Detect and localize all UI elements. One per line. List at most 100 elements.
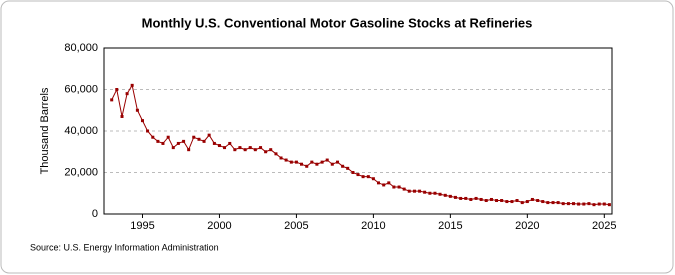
data-point — [300, 162, 304, 166]
data-point — [428, 191, 432, 195]
data-point — [433, 191, 437, 195]
data-point — [402, 187, 406, 191]
data-point — [336, 160, 340, 164]
data-point — [294, 160, 298, 164]
data-point — [397, 185, 401, 189]
data-point — [551, 201, 555, 205]
data-point — [156, 139, 160, 143]
data-point — [525, 200, 529, 204]
data-point — [412, 189, 416, 193]
data-point — [182, 139, 186, 143]
data-point — [443, 193, 447, 197]
data-point — [279, 156, 283, 160]
data-point — [243, 148, 247, 152]
y-tick-label: 80,000 — [64, 42, 98, 54]
data-point — [520, 201, 524, 205]
data-point — [464, 196, 468, 200]
y-tick-label: 60,000 — [64, 83, 98, 95]
data-point — [315, 162, 319, 166]
data-point — [500, 199, 504, 203]
data-point — [489, 197, 493, 201]
data-point — [479, 197, 483, 201]
data-point — [530, 197, 534, 201]
data-point — [448, 194, 452, 198]
data-point — [171, 146, 175, 150]
data-point — [305, 164, 309, 168]
data-point — [125, 92, 129, 96]
x-tick-label: 1995 — [130, 220, 154, 232]
y-axis-label: Thousand Barrels — [39, 87, 51, 174]
data-point — [536, 199, 540, 203]
data-point — [469, 197, 473, 201]
data-point — [120, 114, 124, 118]
data-point — [361, 175, 365, 179]
data-point — [320, 160, 324, 164]
data-point — [592, 203, 596, 207]
data-point — [505, 200, 509, 204]
data-point — [366, 175, 370, 179]
data-point — [325, 158, 329, 162]
data-point — [140, 119, 144, 123]
data-point — [541, 200, 545, 204]
data-point — [382, 183, 386, 187]
data-point — [187, 148, 191, 152]
data-point — [474, 196, 478, 200]
y-tick-label: 0 — [92, 208, 98, 220]
data-point — [238, 146, 242, 150]
data-point — [561, 202, 565, 206]
data-point — [423, 190, 427, 194]
data-point — [212, 141, 216, 145]
data-point — [217, 144, 221, 148]
data-point — [284, 158, 288, 162]
data-point — [607, 203, 611, 207]
data-point — [115, 88, 119, 91]
data-point — [161, 141, 165, 145]
data-point — [515, 199, 519, 203]
data-point — [582, 202, 586, 206]
data-point — [510, 200, 514, 204]
data-point — [546, 201, 550, 205]
data-point — [176, 141, 180, 145]
data-point — [387, 181, 391, 185]
data-point — [274, 152, 278, 156]
data-point — [495, 199, 499, 203]
data-point — [453, 195, 457, 199]
plot-area — [103, 47, 613, 215]
data-point — [135, 108, 139, 112]
data-point — [346, 166, 350, 170]
data-point — [146, 129, 150, 133]
data-point — [602, 202, 606, 206]
data-point — [166, 135, 170, 139]
data-point — [597, 202, 601, 206]
data-point — [484, 199, 488, 203]
data-point — [356, 173, 360, 177]
data-point — [264, 150, 268, 154]
data-point — [253, 148, 257, 152]
data-point — [371, 177, 375, 181]
data-point — [310, 160, 314, 164]
data-point — [556, 201, 560, 205]
x-tick-label: 2010 — [361, 220, 385, 232]
x-tick-label: 2020 — [515, 220, 539, 232]
data-point — [110, 98, 114, 102]
x-tick-label: 2000 — [207, 220, 231, 232]
data-point — [197, 137, 201, 141]
data-point — [566, 202, 570, 206]
data-point — [248, 146, 252, 150]
x-tick-label: 2015 — [438, 220, 462, 232]
data-point — [259, 146, 263, 150]
data-point — [459, 196, 463, 200]
y-tick-label: 40,000 — [64, 125, 98, 137]
data-point — [392, 185, 396, 189]
data-point — [202, 139, 206, 143]
x-tick-label: 2025 — [592, 220, 616, 232]
data-point — [269, 148, 273, 152]
data-point — [577, 202, 581, 206]
data-point — [207, 133, 211, 137]
data-point — [223, 146, 227, 150]
data-point — [330, 162, 334, 166]
data-point — [151, 135, 155, 139]
